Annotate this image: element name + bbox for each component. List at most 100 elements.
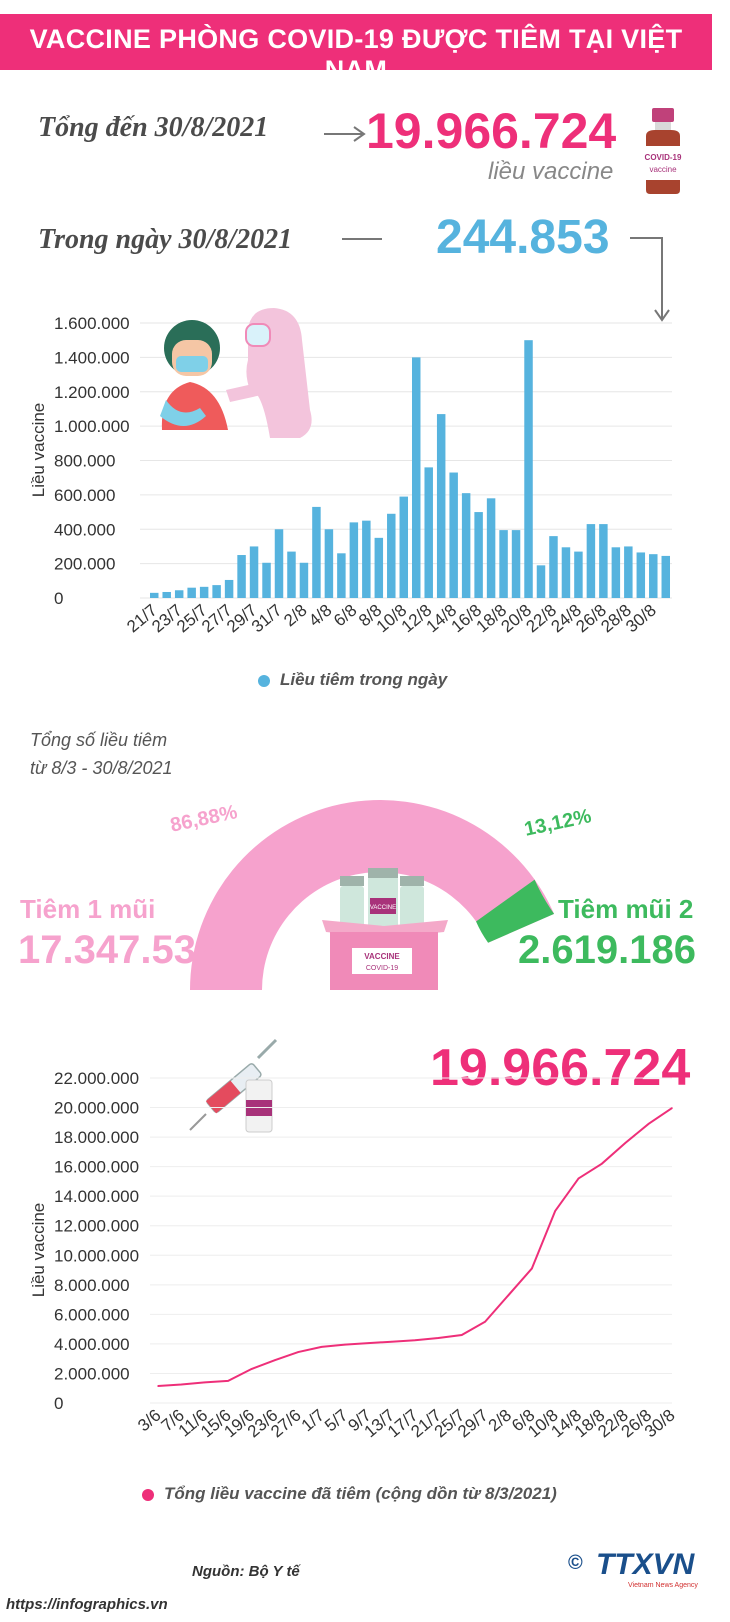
daily-bar xyxy=(324,529,334,598)
box-text-2: COVID-19 xyxy=(366,965,398,972)
bar-ytick-label: 1.400.000 xyxy=(54,348,130,367)
bar-ytick-label: 600.000 xyxy=(54,486,115,505)
daily-bar xyxy=(287,551,296,598)
source: Nguồn: Bộ Y tế xyxy=(192,1563,300,1580)
dose1-label: Tiêm 1 mũi xyxy=(20,894,156,924)
line-point xyxy=(227,1380,229,1382)
line-point xyxy=(484,1320,486,1323)
svg-text:vaccine: vaccine xyxy=(649,165,677,174)
daily-bar xyxy=(162,591,171,598)
daily-bar xyxy=(536,565,546,598)
line-ytick-label: 4.000.000 xyxy=(54,1335,130,1354)
daily-bar xyxy=(611,547,621,598)
daily-bar xyxy=(549,536,558,598)
daily-bar xyxy=(524,340,533,598)
bar-ytick-label: 200.000 xyxy=(54,555,115,574)
bar-ytick-label: 1.200.000 xyxy=(54,383,130,402)
daily-bar xyxy=(299,562,309,598)
daily-bar xyxy=(374,537,384,598)
daily-bar xyxy=(624,546,633,598)
line-point xyxy=(390,1340,393,1343)
vial-label: COVID-19 xyxy=(645,153,682,162)
gauge-dose2-segment xyxy=(476,879,555,943)
line-ytick-label: 18.000.000 xyxy=(54,1128,139,1147)
bar-xtick-label: 31/7 xyxy=(248,601,286,637)
total-value: 19.966.724 xyxy=(366,103,617,159)
dose2-value: 2.619.186 xyxy=(518,928,696,972)
daily-bar xyxy=(561,547,571,598)
arrow-right-icon xyxy=(324,126,366,142)
bar-ytick-label: 1.000.000 xyxy=(54,417,130,436)
line-ytick-label: 14.000.000 xyxy=(54,1187,139,1206)
daily-bar xyxy=(337,553,346,598)
website-link[interactable]: https://infographics.vn xyxy=(6,1596,168,1613)
line-point xyxy=(601,1162,603,1165)
copyright-icon: © xyxy=(568,1552,583,1574)
box-vial-text: VACCINE xyxy=(370,905,396,911)
line-ytick-label: 8.000.000 xyxy=(54,1276,130,1295)
line-point xyxy=(320,1346,323,1348)
bar-legend-text: Liều tiêm trong ngày xyxy=(280,670,448,689)
dose1-value: 17.347.538 xyxy=(18,928,219,972)
daily-bar xyxy=(149,592,159,598)
daily-bar xyxy=(399,496,409,598)
line-point xyxy=(180,1383,183,1386)
line-point xyxy=(250,1368,253,1370)
line-point xyxy=(460,1334,463,1336)
daily-bar xyxy=(224,579,234,598)
daily-bar xyxy=(312,506,321,598)
line-legend: Tổng liều vaccine đã tiêm (cộng dồn từ 8… xyxy=(142,1484,557,1504)
line-ytick-label: 2.000.000 xyxy=(54,1364,130,1383)
agency-logo: TTXVN xyxy=(596,1548,695,1581)
daily-bar xyxy=(586,524,596,598)
doses-caption-2: từ 8/3 - 30/8/2021 xyxy=(30,758,173,778)
doses-caption-1: Tổng số liều tiêm xyxy=(30,730,168,750)
line-ytick-label: 10.000.000 xyxy=(54,1246,139,1265)
title-bar: VACCINE PHÒNG COVID-19 ĐƯỢC TIÊM TẠI VIỆ… xyxy=(0,14,712,85)
daily-bar xyxy=(449,472,458,598)
daily-bar xyxy=(436,414,446,598)
line-ytick-label: 22.000.000 xyxy=(54,1069,139,1088)
vaccination-illustration xyxy=(160,308,312,438)
dash-line xyxy=(342,238,382,240)
daily-bar xyxy=(499,530,508,598)
daily-label: Trong ngày 30/8/2021 xyxy=(38,224,293,255)
syringe-icon xyxy=(189,1038,278,1133)
gauge-dose1-segment xyxy=(190,799,555,990)
bar-ytick-label: 1.600.000 xyxy=(54,314,130,333)
daily-bar xyxy=(636,552,646,598)
line-legend-text: Tổng liều vaccine đã tiêm (cộng dồn từ 8… xyxy=(164,1484,557,1503)
line-point xyxy=(414,1339,416,1342)
page-title: VACCINE PHÒNG COVID-19 ĐƯỢC TIÊM TẠI VIỆ… xyxy=(29,24,683,85)
daily-bar xyxy=(649,554,658,598)
agency-sub: Vietnam News Agency xyxy=(628,1582,698,1589)
daily-bar xyxy=(349,522,359,598)
total-unit: liều vaccine xyxy=(488,158,614,185)
doses-gauge xyxy=(190,799,555,990)
line-point xyxy=(367,1342,370,1344)
line-point xyxy=(671,1107,673,1109)
cumulative-value: 19.966.724 xyxy=(430,1039,691,1097)
bar-ytick-label: 0 xyxy=(54,589,63,608)
arrow-down-icon xyxy=(630,237,670,322)
line-point xyxy=(647,1122,650,1125)
line-ytick-label: 6.000.000 xyxy=(54,1305,130,1324)
daily-bar xyxy=(212,585,221,598)
line-point xyxy=(297,1351,299,1353)
line-ylabel: Liều vaccine xyxy=(29,1203,48,1298)
vaccine-vial-icon: COVID-19 vaccine xyxy=(645,108,682,194)
daily-bar xyxy=(411,357,421,598)
line-point xyxy=(437,1337,440,1339)
line-ytick-label: 12.000.000 xyxy=(54,1217,139,1236)
daily-bar xyxy=(424,467,433,598)
daily-bar xyxy=(362,520,371,598)
daily-bar xyxy=(511,530,521,598)
line-ytick-label: 20.000.000 xyxy=(54,1099,139,1118)
daily-bar xyxy=(574,551,583,598)
line-point xyxy=(344,1343,346,1346)
daily-value: 244.853 xyxy=(436,211,610,264)
daily-bar xyxy=(461,493,471,598)
daily-bar xyxy=(661,555,671,598)
legend-dot-blue xyxy=(258,674,270,687)
daily-bar xyxy=(274,529,284,598)
